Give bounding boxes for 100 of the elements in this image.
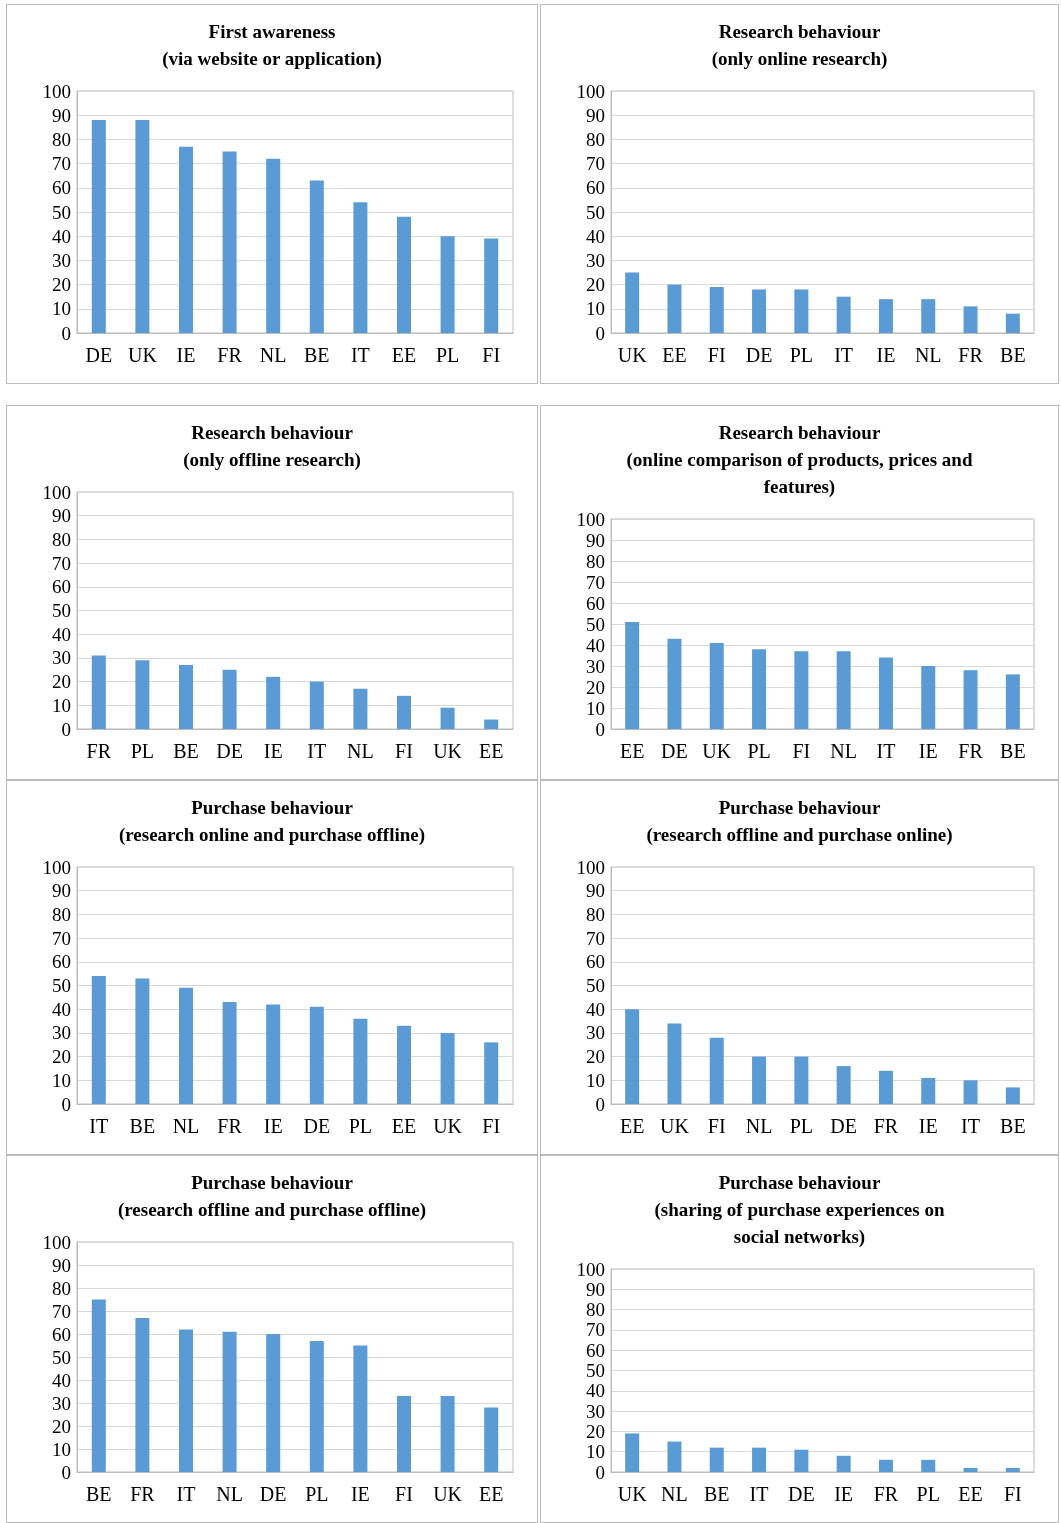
y-tick-label: 90 xyxy=(52,505,71,527)
bar xyxy=(135,660,150,729)
y-tick-label: 30 xyxy=(586,1022,605,1044)
x-tick-label: BE xyxy=(1000,1115,1026,1137)
bar xyxy=(625,1009,640,1104)
y-tick-label: 60 xyxy=(52,177,71,199)
x-tick-label: BE xyxy=(1000,344,1026,366)
x-tick-label: DE xyxy=(259,1483,287,1505)
y-tick-label: 70 xyxy=(586,927,605,949)
x-tick-label: EE xyxy=(478,1483,504,1505)
x-tick-label: IT xyxy=(307,740,327,762)
x-tick-label: EE xyxy=(619,1115,645,1137)
bar xyxy=(353,688,368,729)
chart-title: Research behaviour (only offline research) xyxy=(183,422,361,471)
bar xyxy=(440,236,455,333)
y-tick-label: 100 xyxy=(42,1231,71,1253)
x-tick-label: EE xyxy=(391,1115,417,1137)
y-tick-label: 90 xyxy=(52,1254,71,1276)
x-tick-label: NL xyxy=(830,740,857,762)
bar xyxy=(878,657,893,729)
x-tick-label: EE xyxy=(391,344,417,366)
y-tick-label: 30 xyxy=(586,249,605,271)
bar xyxy=(309,1006,324,1104)
x-tick-label: NL xyxy=(661,1483,688,1505)
bar xyxy=(309,681,324,729)
x-tick-label: IT xyxy=(749,1483,769,1505)
y-tick-label: 80 xyxy=(52,128,71,150)
y-tick-label: 50 xyxy=(52,201,71,223)
y-tick-label: 50 xyxy=(52,975,71,996)
x-tick-label: UK xyxy=(702,740,732,762)
bar xyxy=(625,272,640,333)
y-tick-label: 60 xyxy=(52,576,71,598)
y-tick-label: 10 xyxy=(52,298,71,320)
bar xyxy=(921,666,936,729)
y-tick-label: 50 xyxy=(586,1360,605,1381)
y-tick-label: 20 xyxy=(586,1420,605,1442)
x-tick-label: FI xyxy=(1003,1483,1022,1505)
bar xyxy=(353,1345,368,1472)
bar xyxy=(266,158,281,333)
bar xyxy=(179,987,193,1104)
bar xyxy=(309,1340,324,1472)
bar xyxy=(484,719,499,729)
bar xyxy=(397,216,411,333)
x-tick-label: NL xyxy=(172,1115,200,1137)
y-tick-label: 40 xyxy=(52,1369,71,1391)
y-tick-label: 30 xyxy=(52,1022,71,1044)
bar xyxy=(135,978,150,1104)
bar xyxy=(1005,1087,1020,1104)
bar xyxy=(1005,313,1020,333)
y-tick-label: 80 xyxy=(52,528,71,550)
x-tick-label: IE xyxy=(350,1483,370,1505)
y-tick-label: 40 xyxy=(52,623,71,645)
x-tick-label: PL xyxy=(916,1483,940,1505)
bar xyxy=(397,1396,411,1472)
bar xyxy=(752,289,767,333)
y-tick-label: 70 xyxy=(586,153,605,175)
x-tick-label: UK xyxy=(433,1115,463,1137)
y-tick-label: 40 xyxy=(52,225,71,247)
y-tick-label: 100 xyxy=(42,481,71,503)
x-tick-label: FR xyxy=(130,1483,156,1505)
bar xyxy=(878,1070,893,1104)
y-tick-label: 40 xyxy=(586,998,605,1020)
bar xyxy=(484,1042,499,1104)
bar xyxy=(625,621,640,729)
bar xyxy=(836,1455,851,1472)
bar xyxy=(484,238,499,333)
y-tick-label: 0 xyxy=(595,1093,605,1115)
y-tick-label: 40 xyxy=(586,225,605,247)
chart-title: Research behaviour (only online research) xyxy=(711,21,888,70)
bar xyxy=(353,1018,368,1104)
x-tick-label: PL xyxy=(435,344,460,366)
y-tick-label: 20 xyxy=(586,1046,605,1068)
y-tick-label: 50 xyxy=(586,975,605,996)
bar xyxy=(179,665,193,729)
y-tick-label: 0 xyxy=(61,718,71,740)
x-tick-label: FR xyxy=(958,740,984,762)
bar xyxy=(836,651,851,729)
y-tick-label: 60 xyxy=(52,951,71,973)
bar xyxy=(91,655,106,729)
x-tick-label: IT xyxy=(89,1115,109,1137)
y-tick-label: 40 xyxy=(52,998,71,1020)
y-tick-label: 60 xyxy=(586,177,605,199)
x-tick-label: PL xyxy=(789,1115,814,1137)
y-tick-label: 60 xyxy=(586,951,605,973)
y-tick-label: 100 xyxy=(42,80,71,102)
x-tick-label: FI xyxy=(482,344,501,366)
bar xyxy=(709,287,724,333)
x-tick-label: EE xyxy=(662,344,687,366)
x-tick-label: IT xyxy=(350,344,370,366)
x-tick-label: DE xyxy=(788,1483,815,1505)
y-tick-label: 90 xyxy=(52,104,71,126)
x-tick-label: DE xyxy=(661,740,688,762)
bar xyxy=(878,299,893,333)
y-tick-label: 20 xyxy=(586,676,605,698)
bar xyxy=(1005,674,1020,729)
bar xyxy=(440,1396,455,1472)
bar xyxy=(963,1080,978,1104)
y-tick-label: 60 xyxy=(586,592,605,614)
y-tick-label: 30 xyxy=(586,1400,605,1422)
bar xyxy=(484,1407,499,1472)
